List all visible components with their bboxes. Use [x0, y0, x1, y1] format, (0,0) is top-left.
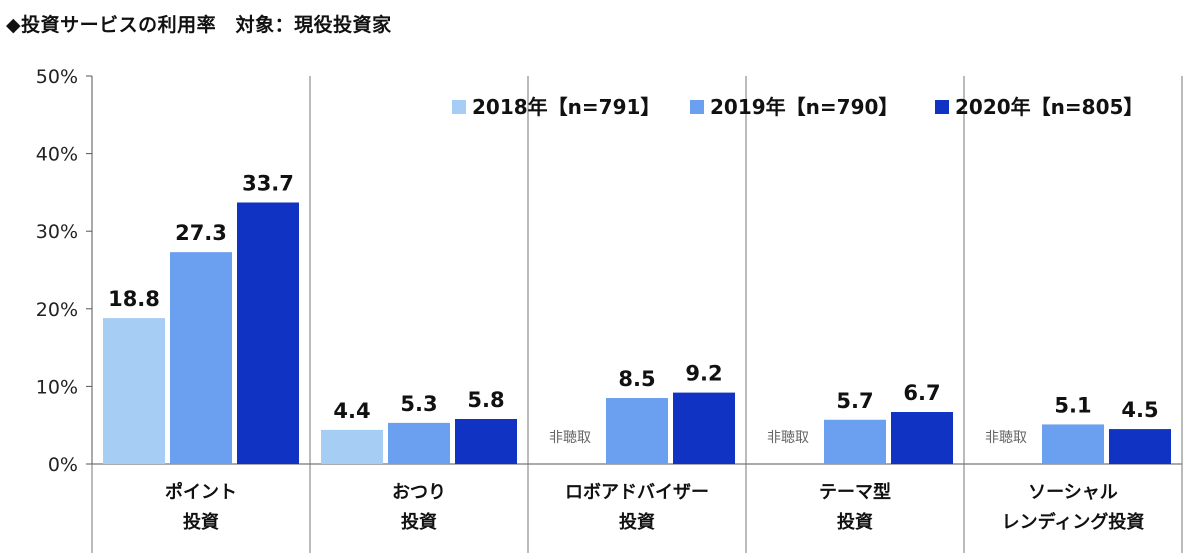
legend-swatch — [452, 100, 466, 114]
data-label: 27.3 — [175, 221, 227, 245]
bar — [103, 318, 165, 464]
category-label: 投資 — [837, 511, 873, 533]
bar — [606, 398, 668, 464]
category-label: ポイント — [165, 481, 237, 503]
category-label: テーマ型 — [819, 481, 891, 503]
y-tick-label: 40% — [36, 144, 78, 166]
legend-label: 2019年【n=790】 — [710, 95, 898, 119]
data-label: 5.8 — [467, 388, 504, 412]
category-label: 投資 — [619, 511, 655, 533]
chart-legend: 2018年【n=791】 2019年【n=790】 2020年【n=805】 — [452, 95, 1143, 119]
bar — [170, 252, 232, 464]
data-label: 9.2 — [685, 362, 722, 386]
legend-label: 2020年【n=805】 — [955, 95, 1143, 119]
category-label: おつり — [392, 482, 446, 503]
y-tick-label: 30% — [36, 221, 78, 243]
bar — [1109, 429, 1171, 464]
data-label: 4.4 — [333, 399, 370, 423]
legend-label: 2018年【n=791】 — [472, 95, 660, 119]
legend-swatch — [690, 100, 704, 114]
data-label: 6.7 — [903, 381, 940, 405]
y-tick-label: 0% — [48, 454, 78, 476]
missing-data-label: 非聴取 — [549, 430, 591, 446]
chart-axes: 0% 10% 20% 30% 40% 50% — [36, 66, 1183, 553]
bar — [673, 392, 735, 464]
bar — [237, 202, 299, 464]
y-tick-label: 10% — [36, 376, 78, 398]
category-label: ロボアドバイザー — [565, 482, 709, 503]
bar — [388, 422, 450, 464]
bar — [824, 419, 886, 464]
y-tick-label: 20% — [36, 299, 78, 321]
bar — [455, 418, 517, 464]
category-label: ソーシャル — [1028, 482, 1118, 503]
category-label: 投資 — [183, 511, 219, 533]
bar — [891, 412, 953, 464]
data-label: 5.7 — [836, 389, 873, 413]
data-label: 4.5 — [1121, 398, 1158, 422]
category-label: 投資 — [401, 511, 437, 533]
bar — [1042, 424, 1104, 464]
legend-swatch — [935, 100, 949, 114]
missing-data-label: 非聴取 — [767, 430, 809, 446]
data-label: 18.8 — [108, 287, 160, 311]
data-label: 5.3 — [400, 392, 437, 416]
chart-bars — [103, 202, 1171, 464]
page-title: ◆投資サービスの利用率 対象：現役投資家 — [6, 14, 392, 36]
category-label: レンディング投資 — [1002, 511, 1145, 533]
data-label: 33.7 — [242, 171, 294, 195]
missing-data-label: 非聴取 — [985, 430, 1027, 446]
bar — [321, 429, 383, 464]
y-tick-label: 50% — [36, 66, 78, 88]
data-label: 8.5 — [618, 367, 655, 391]
data-label: 5.1 — [1054, 393, 1091, 417]
